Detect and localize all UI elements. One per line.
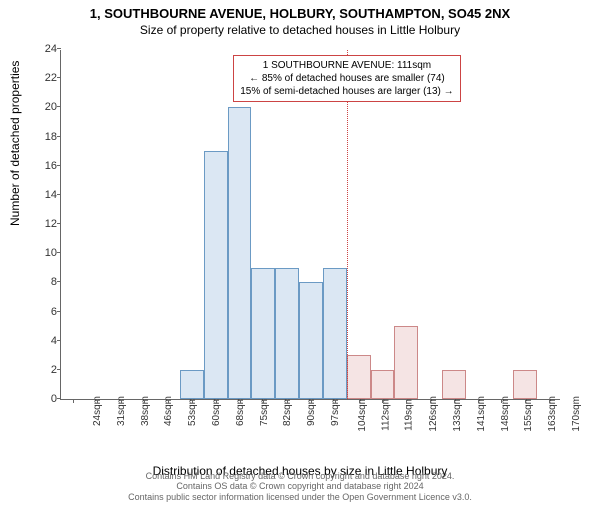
x-tick-mark — [216, 399, 217, 403]
histogram-chart: 02468101214161820222424sqm31sqm38sqm46sq… — [60, 50, 560, 400]
annotation-line: 15% of semi-detached houses are larger (… — [240, 85, 453, 98]
histogram-bar — [299, 282, 323, 399]
y-tick-mark — [57, 369, 61, 370]
y-tick-label: 8 — [27, 276, 57, 288]
y-tick-mark — [57, 106, 61, 107]
footer-line: Contains HM Land Registry data © Crown c… — [0, 471, 600, 482]
y-tick-mark — [57, 165, 61, 166]
y-tick-label: 10 — [27, 247, 57, 259]
x-tick-mark — [121, 399, 122, 403]
y-tick-label: 24 — [27, 43, 57, 55]
property-marker-annotation: 1 SOUTHBOURNE AVENUE: 111sqm← 85% of det… — [233, 55, 460, 102]
x-tick-mark — [335, 399, 336, 403]
chart-title-description: Size of property relative to detached ho… — [0, 23, 600, 37]
y-tick-mark — [57, 48, 61, 49]
y-tick-mark — [57, 340, 61, 341]
y-tick-mark — [57, 281, 61, 282]
x-tick-mark — [263, 399, 264, 403]
y-tick-mark — [57, 77, 61, 78]
histogram-bar — [513, 370, 537, 399]
histogram-bar — [228, 107, 252, 399]
y-tick-mark — [57, 252, 61, 253]
y-tick-label: 14 — [27, 189, 57, 201]
y-tick-label: 22 — [27, 72, 57, 84]
x-tick-mark — [168, 399, 169, 403]
histogram-bar — [251, 268, 275, 399]
footer-line: Contains public sector information licen… — [0, 492, 600, 503]
x-tick-mark — [192, 399, 193, 403]
histogram-bar — [275, 268, 299, 399]
x-tick-mark — [454, 399, 455, 403]
x-tick-mark — [144, 399, 145, 403]
y-tick-label: 4 — [27, 335, 57, 347]
histogram-bar — [323, 268, 347, 399]
annotation-line: 1 SOUTHBOURNE AVENUE: 111sqm — [240, 59, 453, 72]
x-tick-mark — [311, 399, 312, 403]
y-tick-mark — [57, 311, 61, 312]
histogram-bar — [442, 370, 466, 399]
histogram-bar — [204, 151, 228, 399]
x-tick-mark — [97, 399, 98, 403]
x-tick-mark — [240, 399, 241, 403]
y-tick-label: 18 — [27, 131, 57, 143]
y-tick-mark — [57, 194, 61, 195]
y-tick-mark — [57, 136, 61, 137]
x-tick-mark — [478, 399, 479, 403]
y-tick-label: 2 — [27, 364, 57, 376]
x-tick-mark — [501, 399, 502, 403]
histogram-bar — [180, 370, 204, 399]
y-tick-label: 6 — [27, 306, 57, 318]
histogram-bar — [394, 326, 418, 399]
y-tick-label: 12 — [27, 218, 57, 230]
footer-line: Contains OS data © Crown copyright and d… — [0, 481, 600, 492]
property-marker-line — [347, 50, 348, 399]
x-tick-mark — [382, 399, 383, 403]
x-tick-label: 170sqm — [571, 396, 582, 432]
x-tick-mark — [359, 399, 360, 403]
x-tick-mark — [73, 399, 74, 403]
y-tick-label: 20 — [27, 101, 57, 113]
x-tick-mark — [287, 399, 288, 403]
plot-area: 02468101214161820222424sqm31sqm38sqm46sq… — [60, 50, 560, 400]
y-tick-mark — [57, 223, 61, 224]
y-tick-mark — [57, 398, 61, 399]
x-tick-mark — [430, 399, 431, 403]
attribution-footer: Contains HM Land Registry data © Crown c… — [0, 471, 600, 503]
chart-title-address: 1, SOUTHBOURNE AVENUE, HOLBURY, SOUTHAMP… — [0, 6, 600, 21]
y-tick-label: 0 — [27, 393, 57, 405]
y-axis-label: Number of detached properties — [8, 61, 22, 226]
x-tick-mark — [525, 399, 526, 403]
histogram-bar — [347, 355, 371, 399]
histogram-bar — [371, 370, 395, 399]
annotation-line: ← 85% of detached houses are smaller (74… — [240, 72, 453, 85]
y-tick-label: 16 — [27, 160, 57, 172]
x-tick-mark — [406, 399, 407, 403]
x-tick-mark — [549, 399, 550, 403]
